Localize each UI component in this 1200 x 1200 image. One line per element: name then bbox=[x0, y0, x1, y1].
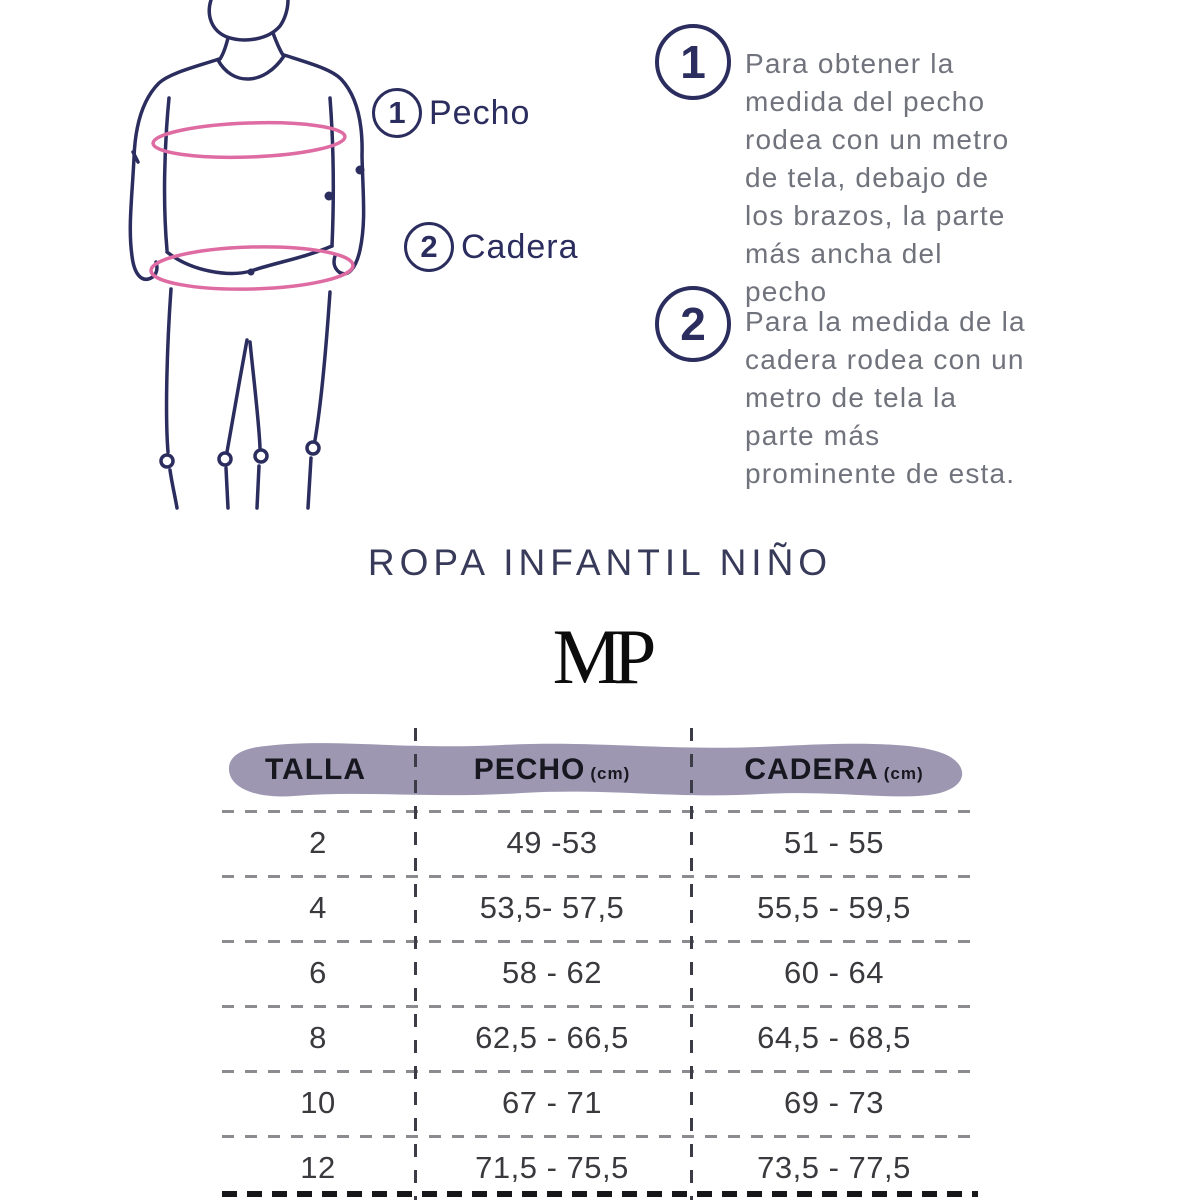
brand-logo: MP bbox=[552, 613, 657, 700]
column-header-pecho: PECHO (cm) bbox=[414, 753, 690, 787]
row-divider bbox=[222, 940, 978, 943]
cell-pecho: 49 -53 bbox=[506, 824, 598, 860]
row-divider bbox=[222, 1005, 978, 1008]
measure-number-1-circle: 1 bbox=[372, 88, 422, 138]
measure-label-cadera: 2 Cadera bbox=[404, 222, 579, 272]
section-title: ROPA INFANTIL NIÑO bbox=[367, 542, 833, 583]
cell-talla: 2 bbox=[309, 824, 327, 860]
cell-pecho: 67 - 71 bbox=[501, 1084, 602, 1120]
row-divider bbox=[222, 1135, 978, 1138]
column-divider-1 bbox=[414, 728, 417, 1200]
measure-label-pecho-text: Pecho bbox=[429, 93, 531, 132]
cell-pecho: 71,5 - 75,5 bbox=[475, 1149, 629, 1185]
row-divider bbox=[222, 1070, 978, 1073]
table-header-row: TALLA PECHO (cm) CADERA (cm) bbox=[222, 732, 978, 808]
column-header-talla-label: TALLA bbox=[264, 753, 367, 786]
instruction-1-number-circle: 1 bbox=[655, 24, 731, 100]
cell-talla: 6 bbox=[309, 954, 327, 990]
cell-pecho: 53,5- 57,5 bbox=[479, 889, 625, 925]
table-row: 10 67 - 71 69 - 73 bbox=[222, 1070, 978, 1135]
cell-talla: 8 bbox=[309, 1019, 327, 1055]
column-header-pecho-unit: (cm) bbox=[590, 764, 631, 783]
table-row: 12 71,5 - 75,5 73,5 - 77,5 bbox=[222, 1135, 978, 1200]
table-bottom-border bbox=[222, 1191, 978, 1197]
column-header-cadera: CADERA (cm) bbox=[690, 753, 978, 787]
row-divider bbox=[222, 810, 978, 813]
column-divider-2 bbox=[690, 728, 693, 1200]
instruction-1-text: Para obtener la medida del pecho rodea c… bbox=[745, 48, 1010, 307]
instruction-2-text: Para la medida de la cadera rodea con un… bbox=[745, 306, 1026, 489]
child-figure-drawing bbox=[128, 0, 366, 510]
instruction-2-number-circle: 2 bbox=[655, 286, 731, 362]
cell-cadera: 60 - 64 bbox=[783, 954, 884, 990]
cell-cadera: 64,5 - 68,5 bbox=[757, 1019, 911, 1055]
cell-pecho: 62,5 - 66,5 bbox=[475, 1019, 629, 1055]
size-table: TALLA PECHO (cm) CADERA (cm) 2 49 -53 51 -… bbox=[222, 728, 978, 1200]
cell-cadera: 51 - 55 bbox=[783, 824, 884, 860]
cell-cadera: 55,5 - 59,5 bbox=[757, 889, 911, 925]
cell-cadera: 69 - 73 bbox=[783, 1084, 884, 1120]
row-divider bbox=[222, 875, 978, 878]
column-header-pecho-label: PECHO bbox=[473, 753, 586, 786]
column-header-cadera-label: CADERA bbox=[744, 753, 879, 786]
table-row: 4 53,5- 57,5 55,5 - 59,5 bbox=[222, 875, 978, 940]
measure-label-cadera-text: Cadera bbox=[461, 227, 579, 266]
cell-talla: 12 bbox=[300, 1149, 336, 1185]
table-row: 6 58 - 62 60 - 64 bbox=[222, 940, 978, 1005]
measure-label-pecho: 1 Pecho bbox=[372, 88, 530, 138]
measure-number-2-circle: 2 bbox=[404, 222, 454, 272]
column-header-talla: TALLA bbox=[222, 753, 414, 787]
cell-talla: 10 bbox=[300, 1084, 336, 1120]
cell-cadera: 73,5 - 77,5 bbox=[757, 1149, 911, 1185]
table-header-background-blob bbox=[228, 743, 963, 797]
measurement-ellipses bbox=[149, 120, 355, 291]
table-row: 2 49 -53 51 - 55 bbox=[222, 810, 978, 875]
cell-talla: 4 bbox=[309, 889, 327, 925]
column-header-cadera-unit: (cm) bbox=[883, 764, 924, 783]
cell-pecho: 58 - 62 bbox=[501, 954, 602, 990]
table-row: 8 62,5 - 66,5 64,5 - 68,5 bbox=[222, 1005, 978, 1070]
